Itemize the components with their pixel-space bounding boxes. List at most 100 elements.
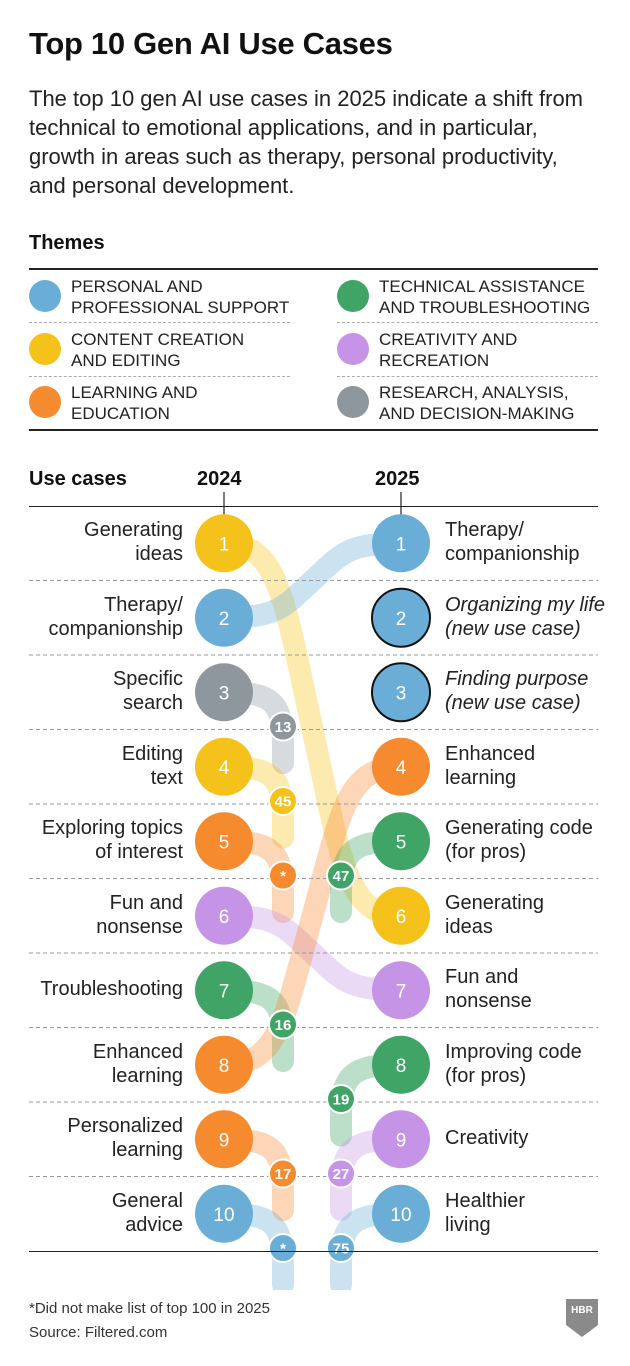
label-2024-6: Fun and nonsense	[13, 891, 183, 939]
label-line: Exploring topics	[41, 817, 183, 840]
label-line: Finding purpose	[445, 668, 589, 691]
badge-2025-rank: 45	[268, 786, 298, 817]
rank-circle	[371, 587, 431, 648]
circle-2024-10: 10	[195, 1184, 253, 1243]
label-2024-9: Personalized learning	[13, 1114, 183, 1162]
theme-label: RESEARCH, ANALYSIS, AND DECISION-MAKING	[379, 382, 609, 424]
circle-2025-3: 3	[371, 662, 431, 723]
label-2025-2: Organizing my life (new use case)	[445, 593, 615, 641]
label-line: (for pros)	[445, 841, 527, 864]
label-line: Fun and	[445, 966, 519, 989]
label-line: Generating code	[445, 817, 593, 840]
label-line: search	[122, 692, 183, 715]
badge-2024-rank: 27	[326, 1158, 356, 1189]
footnote-block: *Did not make list of top 100 in 2025 So…	[29, 1297, 270, 1345]
theme-technical: TECHNICAL ASSISTANCE AND TROUBLESHOOTING	[337, 276, 597, 320]
rank-circle	[195, 1184, 253, 1243]
rank-number: 6	[396, 907, 407, 928]
circle-2024-9: 9	[195, 1110, 253, 1169]
theme-learning: LEARNING AND EDUCATION	[29, 382, 289, 426]
rank-circle	[372, 812, 430, 871]
badge-circle	[268, 1009, 298, 1040]
label-line: Therapy/	[104, 593, 183, 616]
circle-2025-2: 2	[371, 587, 431, 648]
rank-number: 8	[396, 1056, 407, 1077]
theme-dot	[337, 386, 369, 418]
theme-label-line: TECHNICAL ASSISTANCE	[379, 277, 585, 296]
badge-text: *	[280, 1241, 286, 1258]
label-2025-5: Generating code (for pros)	[445, 816, 615, 864]
theme-dot	[337, 333, 369, 365]
circle-2025-9: 9	[372, 1110, 430, 1169]
theme-label-line: LEARNING AND	[71, 383, 198, 402]
label-line: Healthier	[445, 1189, 526, 1212]
rank-number: 4	[219, 758, 230, 779]
label-line: companionship	[48, 617, 183, 640]
label-line: Enhanced	[445, 742, 536, 765]
rank-number: 3	[396, 683, 407, 704]
label-line: of interest	[95, 841, 183, 864]
rank-circle	[371, 662, 431, 723]
rank-number: 2	[219, 609, 230, 630]
rank-circle	[195, 588, 253, 647]
label-2024-10: General advice	[13, 1189, 183, 1237]
label-2024-1: Generating ideas	[13, 518, 183, 566]
theme-label-line: EDUCATION	[71, 404, 170, 423]
hbr-logo: HBR	[566, 1299, 598, 1337]
label-line: learning	[111, 1139, 183, 1162]
circle-2024-7: 7	[195, 961, 253, 1020]
theme-dot	[29, 333, 61, 365]
label-2024-8: Enhanced learning	[13, 1040, 183, 1088]
theme-label: PERSONAL AND PROFESSIONAL SUPPORT	[71, 276, 301, 318]
rank-number: 9	[219, 1130, 230, 1151]
chart-title: Top 10 Gen AI Use Cases	[29, 26, 393, 61]
circle-2024-5: 5	[195, 812, 253, 871]
circle-2025-7: 7	[372, 961, 430, 1020]
badge-2024-rank: 19	[326, 1084, 356, 1115]
rank-circle	[372, 1110, 430, 1169]
rank-number: 4	[396, 758, 407, 779]
theme-divider	[337, 322, 598, 323]
rank-circle	[372, 737, 430, 796]
label-2024-4: Editing text	[13, 742, 183, 790]
badge-2025-rank: 17	[268, 1158, 298, 1189]
label-2025-10: Healthier living	[445, 1189, 615, 1237]
column-label-2025: 2025	[375, 468, 420, 490]
circle-2024-3: 3	[195, 663, 253, 722]
column-label-use-cases: Use cases	[29, 468, 127, 490]
circle-2025-5: 5	[372, 812, 430, 871]
rank-number: 7	[219, 981, 230, 1002]
label-line: learning	[111, 1064, 183, 1087]
label-2025-7: Fun and nonsense	[445, 965, 615, 1013]
badge-text: 27	[333, 1166, 350, 1183]
circle-2025-1: 1	[372, 514, 430, 573]
circle-2024-6: 6	[195, 886, 253, 945]
theme-creativity: CREATIVITY AND RECREATION	[337, 329, 597, 373]
badge-circle	[326, 1084, 356, 1115]
rank-number: 3	[219, 683, 230, 704]
label-line: (new use case)	[445, 617, 581, 640]
rank-circle	[372, 961, 430, 1020]
theme-divider	[29, 322, 290, 323]
circle-2024-1: 1	[195, 514, 253, 573]
theme-label-line: AND TROUBLESHOOTING	[379, 298, 591, 317]
theme-label: CONTENT CREATION AND EDITING	[71, 329, 301, 371]
circle-2025-8: 8	[372, 1035, 430, 1094]
label-line: Specific	[112, 668, 183, 691]
rank-number: 1	[219, 534, 230, 555]
rank-circle	[195, 1035, 253, 1094]
rank-number: 7	[396, 981, 407, 1002]
rank-circle	[195, 514, 253, 573]
theme-label: CREATIVITY AND RECREATION	[379, 329, 609, 371]
label-line: Therapy/	[445, 519, 524, 542]
badge-circle	[268, 786, 298, 817]
rank-number: 8	[219, 1056, 230, 1077]
theme-label-line: PERSONAL AND	[71, 277, 203, 296]
circle-2024-4: 4	[195, 737, 253, 796]
label-line: nonsense	[445, 990, 532, 1013]
rank-number: 9	[396, 1130, 407, 1151]
label-2025-3: Finding purpose (new use case)	[445, 667, 615, 715]
label-line: living	[445, 1213, 491, 1236]
circle-2025-4: 4	[372, 737, 430, 796]
